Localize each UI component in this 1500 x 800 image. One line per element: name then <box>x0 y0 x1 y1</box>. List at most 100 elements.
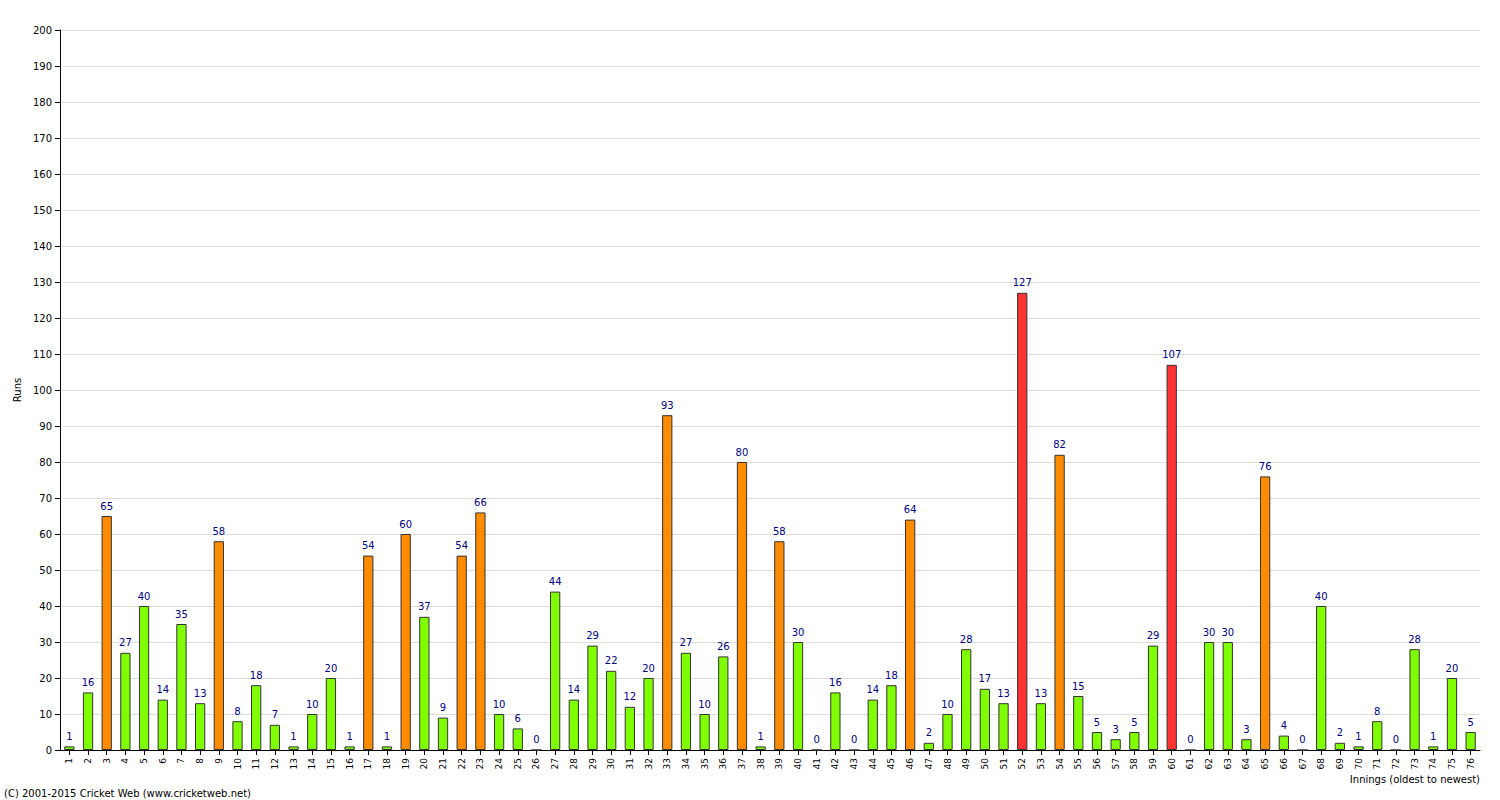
svg-text:30: 30 <box>606 758 616 770</box>
svg-text:33: 33 <box>662 758 672 769</box>
svg-text:70: 70 <box>1354 758 1364 770</box>
svg-text:50: 50 <box>39 565 52 576</box>
svg-text:64: 64 <box>1241 758 1251 770</box>
svg-text:14: 14 <box>307 758 317 770</box>
svg-text:70: 70 <box>39 493 52 504</box>
svg-text:22: 22 <box>605 655 618 666</box>
svg-text:51: 51 <box>999 758 1009 769</box>
svg-text:13: 13 <box>997 688 1010 699</box>
svg-text:80: 80 <box>39 457 52 468</box>
svg-text:46: 46 <box>905 758 915 770</box>
svg-text:14: 14 <box>156 684 169 695</box>
svg-text:200: 200 <box>33 25 52 36</box>
svg-text:100: 100 <box>33 385 52 396</box>
svg-text:37: 37 <box>737 758 747 769</box>
svg-text:63: 63 <box>1223 758 1233 769</box>
svg-text:40: 40 <box>1315 591 1328 602</box>
svg-text:14: 14 <box>567 684 580 695</box>
svg-text:28: 28 <box>1408 634 1421 645</box>
svg-text:8: 8 <box>1374 706 1380 717</box>
svg-text:74: 74 <box>1428 758 1438 770</box>
svg-text:54: 54 <box>455 540 468 551</box>
svg-text:1: 1 <box>1355 731 1361 742</box>
svg-text:4: 4 <box>120 758 130 764</box>
svg-text:76: 76 <box>1259 461 1272 472</box>
svg-text:31: 31 <box>625 758 635 769</box>
svg-text:20: 20 <box>419 758 429 770</box>
svg-text:60: 60 <box>1167 758 1177 770</box>
svg-text:58: 58 <box>1129 758 1139 770</box>
svg-text:9: 9 <box>440 702 446 713</box>
svg-text:8: 8 <box>234 706 240 717</box>
svg-text:5: 5 <box>139 758 149 764</box>
svg-text:60: 60 <box>39 529 52 540</box>
svg-text:22: 22 <box>457 758 467 769</box>
svg-text:19: 19 <box>401 758 411 770</box>
svg-text:28: 28 <box>960 634 973 645</box>
svg-text:21: 21 <box>438 758 448 769</box>
svg-text:58: 58 <box>773 526 786 537</box>
svg-text:17: 17 <box>363 758 373 769</box>
svg-text:1: 1 <box>64 758 74 764</box>
svg-text:1: 1 <box>384 731 390 742</box>
svg-text:16: 16 <box>345 758 355 770</box>
svg-text:36: 36 <box>718 758 728 770</box>
svg-text:110: 110 <box>33 349 52 360</box>
svg-text:40: 40 <box>138 591 151 602</box>
svg-text:10: 10 <box>941 699 954 710</box>
svg-text:82: 82 <box>1053 439 1066 450</box>
svg-text:10: 10 <box>39 709 52 720</box>
svg-text:160: 160 <box>33 169 52 180</box>
svg-text:0: 0 <box>533 734 539 745</box>
svg-text:53: 53 <box>1036 758 1046 769</box>
svg-text:20: 20 <box>642 663 655 674</box>
svg-text:47: 47 <box>924 758 934 769</box>
svg-text:10: 10 <box>493 699 506 710</box>
svg-text:8: 8 <box>195 758 205 764</box>
svg-text:10: 10 <box>233 758 243 770</box>
svg-text:3: 3 <box>1112 724 1118 735</box>
svg-text:0: 0 <box>814 734 820 745</box>
svg-text:180: 180 <box>33 97 52 108</box>
svg-text:42: 42 <box>830 758 840 769</box>
svg-text:27: 27 <box>550 758 560 769</box>
svg-text:13: 13 <box>194 688 207 699</box>
svg-text:20: 20 <box>325 663 338 674</box>
svg-text:64: 64 <box>904 504 917 515</box>
svg-text:16: 16 <box>82 677 95 688</box>
svg-text:14: 14 <box>866 684 879 695</box>
svg-text:27: 27 <box>119 637 132 648</box>
svg-text:90: 90 <box>39 421 52 432</box>
svg-text:69: 69 <box>1335 758 1345 770</box>
svg-text:12: 12 <box>270 758 280 769</box>
svg-text:68: 68 <box>1316 758 1326 770</box>
svg-text:130: 130 <box>33 277 52 288</box>
svg-text:52: 52 <box>1017 758 1027 769</box>
svg-text:20: 20 <box>1446 663 1459 674</box>
svg-text:50: 50 <box>980 758 990 770</box>
svg-text:44: 44 <box>868 758 878 770</box>
svg-text:26: 26 <box>531 758 541 770</box>
svg-text:127: 127 <box>1013 277 1032 288</box>
svg-text:5: 5 <box>1467 717 1473 728</box>
svg-text:29: 29 <box>586 630 599 641</box>
svg-text:30: 30 <box>1221 627 1234 638</box>
svg-text:20: 20 <box>39 673 52 684</box>
svg-text:1: 1 <box>1430 731 1436 742</box>
svg-text:170: 170 <box>33 133 52 144</box>
svg-text:15: 15 <box>1072 681 1085 692</box>
svg-text:58: 58 <box>212 526 225 537</box>
svg-text:41: 41 <box>812 758 822 769</box>
svg-text:190: 190 <box>33 61 52 72</box>
svg-text:10: 10 <box>306 699 319 710</box>
svg-text:4: 4 <box>1281 720 1287 731</box>
svg-text:2: 2 <box>83 758 93 764</box>
svg-text:25: 25 <box>513 758 523 769</box>
svg-text:0: 0 <box>1299 734 1305 745</box>
svg-text:35: 35 <box>175 609 188 620</box>
svg-text:150: 150 <box>33 205 52 216</box>
svg-text:67: 67 <box>1298 758 1308 769</box>
svg-text:17: 17 <box>979 673 992 684</box>
svg-text:1: 1 <box>66 731 72 742</box>
svg-text:59: 59 <box>1148 758 1158 770</box>
